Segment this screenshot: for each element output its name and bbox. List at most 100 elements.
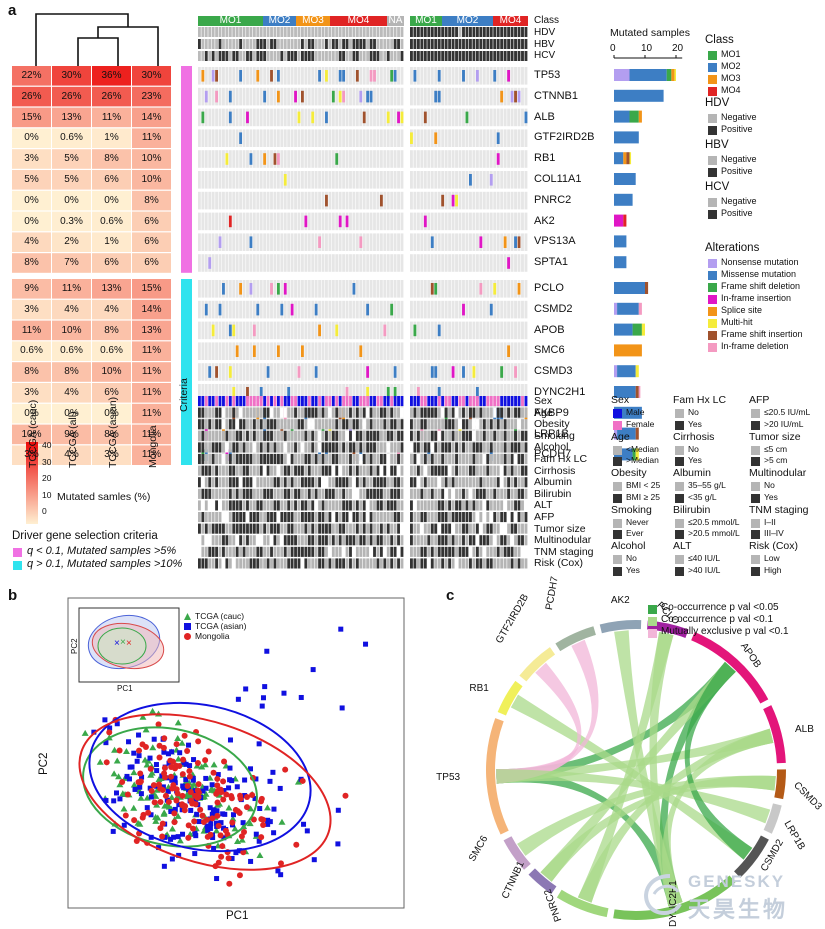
cohort-column-label: TCCGA (all) xyxy=(67,411,79,468)
pca-point xyxy=(203,785,209,791)
pca-point xyxy=(168,836,174,842)
heatmap-cell xyxy=(12,253,51,273)
pca-point xyxy=(159,773,165,779)
mutated-samples-bar xyxy=(638,110,642,123)
pca-point xyxy=(184,748,191,755)
pca-point xyxy=(130,781,138,788)
heatmap-value-label: 5% xyxy=(24,174,39,185)
legend-swatch xyxy=(708,319,717,328)
heatmap-cell xyxy=(52,128,91,148)
legend-item-label: Frame shift insertion xyxy=(721,329,803,339)
pca-point xyxy=(140,811,147,818)
heatmap-value-label: 26% xyxy=(21,90,42,102)
pca-point xyxy=(171,819,178,826)
pca-point xyxy=(160,744,167,751)
pca-point xyxy=(231,825,239,832)
clinical-legend-swatch xyxy=(751,566,760,576)
pca-point xyxy=(180,756,187,763)
pca-point xyxy=(161,770,168,777)
clinical-legend-title: AFP xyxy=(749,394,770,406)
chord-legend-swatch xyxy=(648,605,657,614)
panel-a-label: a xyxy=(8,2,17,19)
cohort-column-label: Mongolia xyxy=(147,425,159,468)
pca-legend-marker xyxy=(184,623,191,630)
pca-point xyxy=(202,790,210,797)
heatmap-cell xyxy=(132,362,171,382)
clinical-legend-item: Yes xyxy=(688,455,702,465)
legend-swatch xyxy=(708,331,717,340)
pca-point xyxy=(363,641,369,647)
pca-legend-label: TCGA (cauc) xyxy=(195,611,245,621)
pca-point xyxy=(135,779,142,786)
clinical-legend-title: Multinodular xyxy=(749,467,807,479)
heatmap-cell xyxy=(52,66,91,86)
chord-arc xyxy=(555,626,596,652)
heatmap-value-label: 10% xyxy=(61,324,82,336)
pca-point xyxy=(192,830,198,836)
pca-point xyxy=(130,804,138,811)
pca-point xyxy=(169,749,175,755)
pca-point xyxy=(187,789,194,796)
pca-point xyxy=(156,781,163,788)
clinical-legend-title: Age xyxy=(611,430,630,443)
watermark-latin: GENESKY xyxy=(688,872,786,891)
pca-point xyxy=(120,805,128,812)
gene-label: GTF2IRD2B xyxy=(534,131,595,144)
top-track-label: HDV xyxy=(534,27,556,38)
heatmap-value-label: 14% xyxy=(141,111,162,123)
pca-point xyxy=(264,648,270,654)
heatmap-cell xyxy=(12,66,51,86)
heatmap-cell xyxy=(12,107,51,128)
clinical-legend-swatch xyxy=(613,409,622,418)
pca-point xyxy=(191,818,198,825)
heatmap-value-label: 36% xyxy=(101,70,122,81)
heatmap-cell xyxy=(92,299,131,320)
heatmap-value-label: 3% xyxy=(24,449,39,461)
heatmap-value-label: 7% xyxy=(64,257,79,269)
heatmap-cell xyxy=(92,232,131,252)
pca-point xyxy=(186,787,192,793)
clinical-legend-title: Risk (Cox) xyxy=(749,540,798,552)
pca-point xyxy=(221,835,227,841)
pca-point xyxy=(241,828,248,835)
mutated-samples-bar xyxy=(617,427,636,440)
colorbar-tick: 30 xyxy=(42,456,52,467)
clinical-legend-item: ≤5 cm xyxy=(764,443,788,454)
pca-point xyxy=(151,799,158,806)
pca-point xyxy=(178,739,186,746)
heatmap-value-label: 23% xyxy=(141,90,162,102)
heatmap-value-label: 8% xyxy=(64,366,79,378)
class-segment xyxy=(493,16,528,26)
pca-point xyxy=(214,808,220,814)
heatmap-cell xyxy=(12,403,51,424)
heatmap-value-label: 6% xyxy=(144,236,159,248)
class-segment xyxy=(296,16,330,26)
heatmap-cell xyxy=(52,279,91,299)
pca-point xyxy=(265,821,271,827)
heatmap-cell xyxy=(52,86,91,107)
clinical-legend-item: I–II xyxy=(764,516,776,527)
chord-label: ALB xyxy=(795,723,814,735)
legend-swatch xyxy=(708,307,717,316)
pca-point xyxy=(188,807,194,813)
pca-point xyxy=(201,761,209,768)
pca-point xyxy=(304,828,310,834)
gene-label: SPTA1 xyxy=(534,256,569,269)
clinical-legend-swatch xyxy=(613,518,622,528)
heatmap-cell xyxy=(12,170,51,190)
heatmap-value-label: 11% xyxy=(141,407,162,419)
pca-point xyxy=(103,740,109,746)
chord-ribbon xyxy=(496,769,683,907)
clinical-legend-item: Yes xyxy=(688,418,702,429)
heatmap-value-label: 14% xyxy=(141,303,162,315)
legend-title: Alterations xyxy=(705,242,760,254)
mutated-samples-bar xyxy=(614,235,627,248)
pca-point xyxy=(271,830,277,836)
mutated-samples-bar xyxy=(635,365,639,378)
chord-arc xyxy=(763,705,786,764)
virus-tracks xyxy=(198,27,528,61)
heatmap-value-label: 6% xyxy=(104,257,119,269)
heatmap-value-label: 10% xyxy=(141,153,162,165)
pca-point xyxy=(227,765,233,771)
pca-inset-ylabel: PC2 xyxy=(70,638,79,654)
